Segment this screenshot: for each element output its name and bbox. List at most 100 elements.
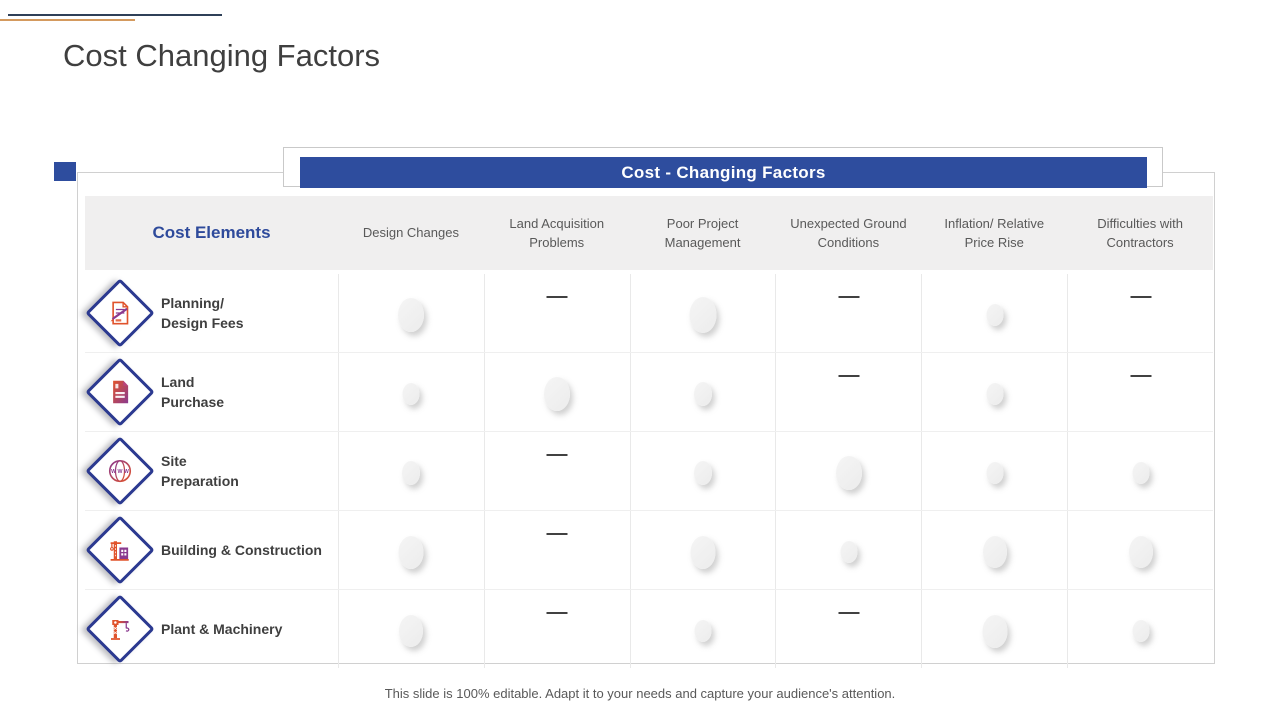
impact-circle: [399, 615, 424, 647]
factor-header: Inflation/ Relative Price Rise: [944, 215, 1045, 251]
no-impact-dash-cell: [775, 274, 921, 352]
tower-crane-icon: [105, 614, 135, 644]
impact-circle-cell: [338, 590, 484, 668]
impact-circle-cell: [338, 353, 484, 431]
dash-mark: [546, 533, 568, 535]
cost-element-label: Building & Construction: [161, 541, 322, 558]
impact-circle-cell: [775, 511, 921, 589]
impact-circle: [835, 456, 862, 490]
impact-circle-cell: [1067, 432, 1213, 510]
cost-element-label: Planning/ Design Fees: [161, 294, 244, 331]
cost-element-label: Plant & Machinery: [161, 620, 283, 637]
cost-element-cell: Land Purchase: [85, 353, 338, 431]
impact-circle-cell: [629, 432, 776, 510]
no-impact-dash-cell: [483, 511, 630, 589]
dash-mark: [1130, 296, 1152, 298]
no-impact-dash-cell: [775, 590, 921, 668]
impact-circle-cell: [775, 432, 921, 510]
dash-mark: [838, 375, 860, 377]
cost-elements-header: Cost Elements: [152, 223, 271, 242]
dash-mark: [838, 612, 860, 614]
impact-circle-cell: [921, 511, 1067, 589]
cost-element-cell: Plant & Machinery: [85, 590, 338, 668]
land-purchase-document-icon: [105, 377, 135, 407]
impact-circle: [1128, 536, 1153, 568]
impact-circle: [694, 620, 712, 642]
impact-circle: [986, 304, 1004, 326]
impact-circle-cell: [921, 353, 1067, 431]
impact-circle: [694, 461, 713, 485]
impact-circle-cell: [921, 590, 1067, 668]
diamond-icon-frame: [85, 515, 155, 585]
impact-circle: [402, 461, 421, 485]
impact-circle-cell: [629, 590, 776, 668]
diamond-icon-frame: [85, 278, 155, 348]
table-body: Planning/ Design Fees Land Purchase W W …: [85, 274, 1213, 668]
factor-header: Land Acquisition Problems: [509, 215, 605, 251]
factor-header: Design Changes: [362, 225, 459, 241]
factor-header: Poor Project Management: [664, 215, 741, 251]
no-impact-dash-cell: [775, 353, 921, 431]
dash-mark: [1130, 375, 1152, 377]
accent-square: [54, 162, 76, 181]
no-impact-dash-cell: [1067, 353, 1213, 431]
diamond-icon-frame: W W W: [85, 436, 155, 506]
impact-circle-cell: [629, 274, 776, 352]
table-row: Land Purchase: [85, 352, 1213, 431]
cost-element-cell: Planning/ Design Fees: [85, 274, 338, 352]
no-impact-dash-cell: [1067, 274, 1213, 352]
impact-circle-cell: [338, 432, 484, 510]
impact-circle: [402, 383, 420, 405]
dash-mark: [546, 454, 568, 456]
no-impact-dash-cell: [483, 590, 630, 668]
impact-circle: [398, 536, 424, 569]
impact-circle: [1132, 620, 1150, 642]
header-accent-line-orange: [0, 19, 135, 21]
planning-document-pencil-icon: [105, 298, 135, 328]
impact-circle: [840, 541, 858, 563]
impact-circle: [982, 536, 1007, 568]
table-row: Plant & Machinery: [85, 589, 1213, 668]
globe-www-icon: W W W: [105, 456, 135, 486]
impact-circle: [690, 536, 716, 569]
dash-mark: [546, 612, 568, 614]
cost-element-label: Land Purchase: [161, 373, 225, 410]
dash-mark: [838, 296, 860, 298]
page-title: Cost Changing Factors: [63, 38, 381, 73]
impact-circle: [694, 382, 713, 406]
impact-circle-cell: [1067, 511, 1213, 589]
impact-circle-cell: [629, 353, 776, 431]
cost-element-cell: Building & Construction: [85, 511, 338, 589]
impact-circle-cell: [921, 274, 1067, 352]
impact-circle-cell: [629, 511, 776, 589]
diamond-icon-frame: [85, 357, 155, 427]
impact-circle-cell: [1067, 590, 1213, 668]
impact-circle: [398, 298, 425, 332]
impact-circle: [544, 377, 571, 411]
table-header-row: Cost Elements Design Changes Land Acquisi…: [85, 196, 1213, 270]
factor-header: Unexpected Ground Conditions: [790, 215, 907, 251]
factor-header: Difficulties with Contractors: [1097, 215, 1183, 251]
diamond-icon-frame: [85, 594, 155, 664]
table-row: W W W Site Preparation: [85, 431, 1213, 510]
impact-circle-cell: [921, 432, 1067, 510]
table-row: Planning/ Design Fees: [85, 274, 1213, 352]
impact-circle: [689, 297, 717, 333]
impact-circle-cell: [483, 353, 630, 431]
impact-circle: [986, 462, 1004, 484]
svg-text:W W W: W W W: [111, 469, 129, 475]
dash-mark: [546, 296, 568, 298]
no-impact-dash-cell: [483, 432, 630, 510]
no-impact-dash-cell: [483, 274, 630, 352]
impact-circle-cell: [338, 274, 484, 352]
editable-note: This slide is 100% editable. Adapt it to…: [384, 686, 896, 701]
cost-factors-table: Cost Elements Design Changes Land Acquisi…: [77, 172, 1215, 668]
table-row: Building & Construction: [85, 510, 1213, 589]
impact-circle: [986, 383, 1004, 405]
impact-circle: [1132, 462, 1150, 484]
header-accent-line-navy: [8, 14, 222, 16]
impact-circle-cell: [338, 511, 484, 589]
cost-element-cell: W W W Site Preparation: [85, 432, 338, 510]
table-title-banner: Cost - Changing Factors: [300, 157, 1147, 188]
crane-building-icon: [105, 535, 135, 565]
